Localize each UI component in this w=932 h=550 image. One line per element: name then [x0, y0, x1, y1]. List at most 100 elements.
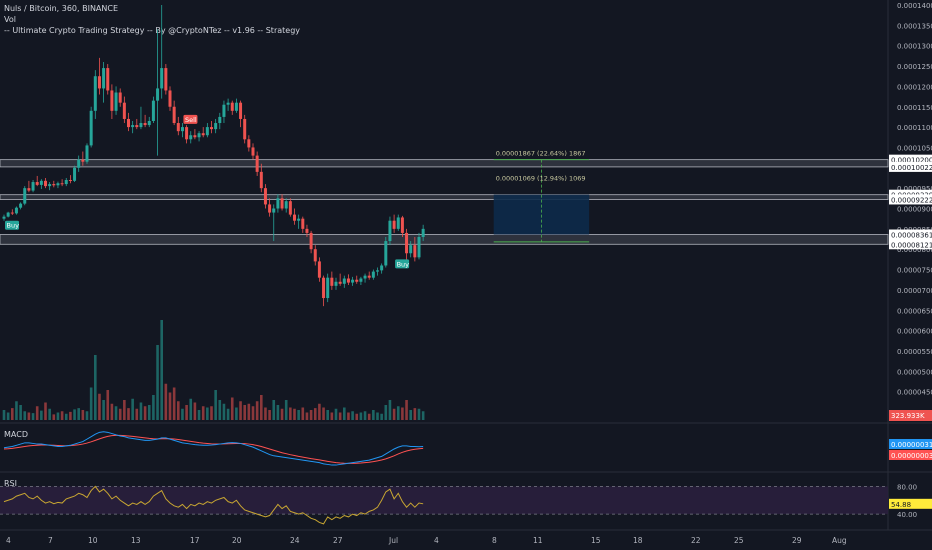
volume-bar [297, 410, 300, 420]
zone-price-tag [889, 229, 932, 240]
time-tick-label: 10 [88, 536, 98, 545]
volume-bar [305, 412, 309, 420]
macd-line [3, 431, 424, 466]
candle-body [10, 212, 14, 214]
candle-body [388, 220, 392, 242]
candle-body [396, 217, 400, 229]
price-tick-label: 0.00004500 [897, 389, 932, 397]
signal-tag-label: 0.00000003 [891, 452, 932, 460]
candle-body [239, 102, 243, 119]
time-tick-label: 13 [131, 536, 141, 545]
candle-body [234, 102, 238, 111]
volume-bar [376, 412, 379, 420]
candle-body [417, 236, 421, 258]
candle-body [380, 265, 384, 271]
volume-bar [11, 408, 14, 420]
candle-body [31, 182, 35, 191]
candle-body [48, 184, 52, 187]
candle-body [371, 271, 375, 278]
volume-bar [181, 408, 184, 420]
volume-bar [168, 392, 172, 420]
candle-body [73, 167, 77, 181]
price-tick-label: 0.00007000 [897, 287, 932, 295]
candle-body [205, 127, 209, 136]
time-tick-label: 22 [691, 536, 701, 545]
candle-body [77, 159, 81, 168]
signal-label-sell: Sell [185, 116, 197, 124]
projection-top-label: 0.00001867 (22.64%) 1867 [496, 150, 586, 158]
volume-bar [251, 406, 255, 420]
volume-bar [131, 398, 134, 420]
volume-bar [255, 401, 259, 420]
volume-bar [247, 403, 251, 420]
volume-bar [172, 387, 176, 420]
zone-price-tag [889, 154, 932, 165]
time-tick-label: 4 [434, 536, 439, 545]
volume-tag-label: 323.933K [891, 412, 925, 420]
volume-bar [69, 411, 72, 420]
volume-bar [243, 405, 246, 420]
candle-body [180, 127, 184, 132]
candle-body [210, 127, 213, 130]
zone-price-tag-label: 0.00010200 [891, 157, 932, 165]
candle-body [114, 92, 118, 111]
volume-bar [139, 402, 143, 420]
volume-bar [268, 410, 271, 420]
candle-body [293, 214, 296, 221]
volume-bar [280, 408, 284, 420]
rsi-tag [889, 498, 932, 509]
volume-bar [301, 407, 305, 420]
macd-pane-label: MACD [4, 430, 28, 439]
volume-bar [85, 411, 89, 420]
volume-bar [152, 395, 155, 420]
candle-body [185, 127, 189, 140]
candle-body [342, 278, 346, 284]
volume-bar [56, 412, 60, 420]
candle-body [297, 218, 301, 221]
candle-body [330, 277, 334, 286]
candle-body [346, 278, 350, 283]
strategy-label: -- Ultimate Crypto Trading Strategy -- B… [4, 26, 301, 35]
candle-body [56, 183, 60, 186]
volume-bar [413, 408, 417, 420]
time-tick-label: 11 [533, 536, 543, 545]
volume-bar [235, 407, 238, 420]
candle-body [243, 118, 247, 140]
candle-body [313, 249, 317, 262]
candle-body [197, 133, 201, 138]
volume-bar [417, 408, 421, 420]
candle-body [19, 203, 23, 208]
zone-price-tag [889, 161, 932, 172]
price-tick-label: 0.00005500 [897, 348, 932, 356]
candle-body [164, 68, 168, 91]
candle-body [351, 279, 355, 283]
symbol-title: Nuls / Bitcoin, 360, BINANCE [4, 4, 119, 13]
candle-body [147, 120, 151, 126]
volume-bar [110, 403, 114, 420]
candle-body [301, 218, 305, 229]
price-tick-label: 0.00013500 [897, 22, 932, 30]
candle-body [14, 207, 18, 214]
candle-body [193, 135, 197, 138]
volume-bar [52, 414, 56, 420]
candle-body [288, 201, 292, 215]
volume-bar [384, 405, 388, 420]
volume-bar [272, 400, 276, 420]
volume-bar [239, 401, 242, 420]
volume-bar [114, 406, 118, 420]
volume-bar [31, 413, 35, 420]
volume-bar [322, 407, 325, 420]
zone-price-tag [889, 194, 932, 205]
volume-bar [135, 408, 139, 420]
volume-bar [27, 412, 31, 420]
volume-bar [309, 410, 313, 420]
volume-bar [396, 406, 400, 420]
volume-bar [189, 398, 193, 420]
volume-bar [264, 407, 267, 420]
candle-body [359, 278, 363, 282]
candle-body [280, 198, 284, 209]
volume-bar [226, 408, 230, 420]
volume-bar [284, 400, 288, 420]
candle-body [272, 208, 276, 213]
